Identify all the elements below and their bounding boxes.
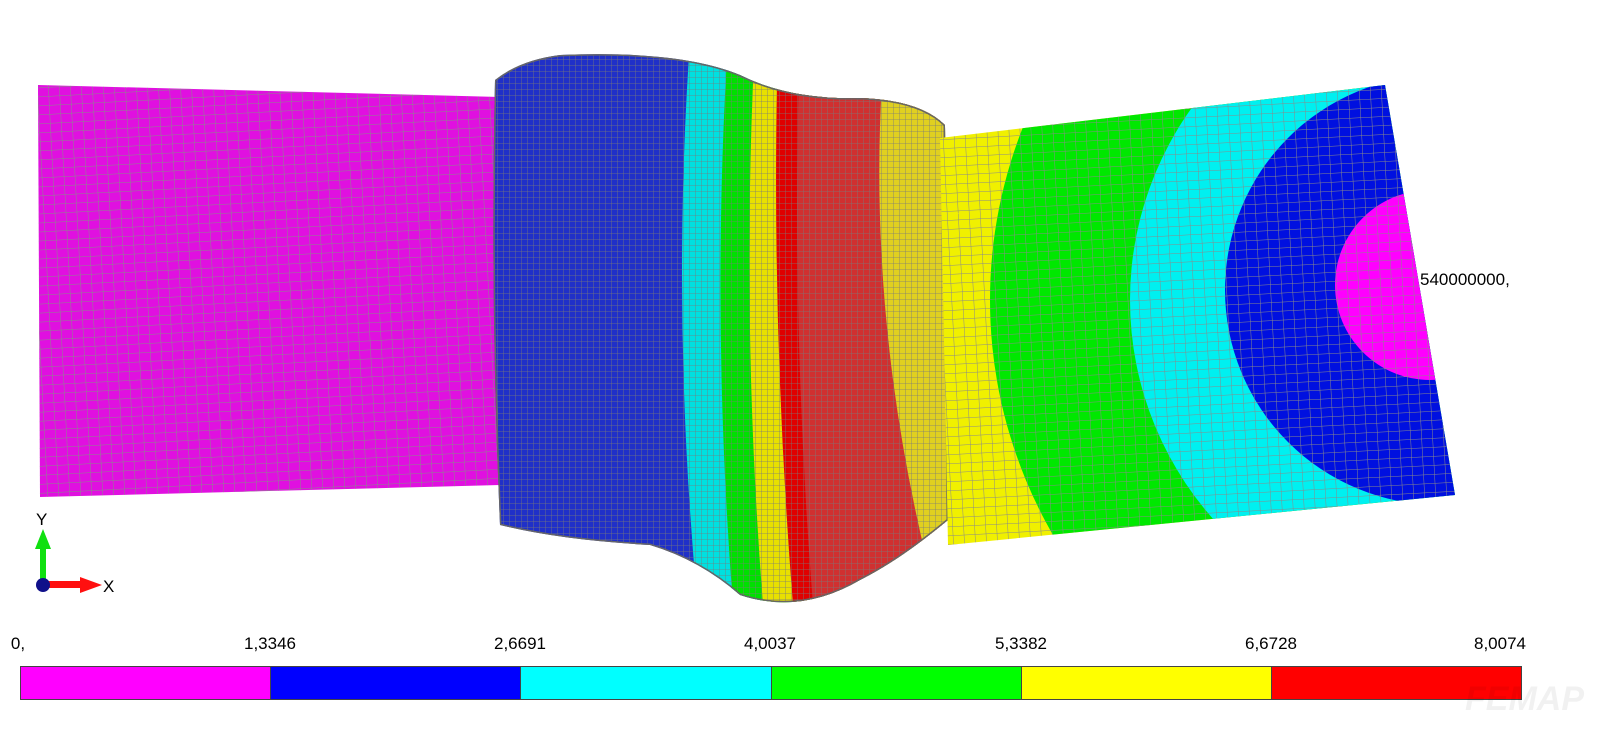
legend-color-bar xyxy=(20,666,1522,700)
legend-label-6: 8,0074 xyxy=(1474,634,1526,653)
y-axis-arrow xyxy=(35,529,51,585)
left-pipe xyxy=(38,85,500,497)
legend-segment xyxy=(271,667,522,699)
coordinate-triad xyxy=(35,529,102,593)
x-axis-label: X xyxy=(103,577,115,596)
model-viewport[interactable]: 540000000, Y X xyxy=(0,0,1620,620)
legend-segment xyxy=(771,667,1022,699)
legend-segment xyxy=(1271,667,1522,699)
legend-label-5: 6,6728 xyxy=(1245,634,1297,653)
fe-model xyxy=(38,54,1455,603)
watermark-logo: FEMAP xyxy=(1465,680,1584,718)
x-axis-arrow xyxy=(44,577,102,593)
origin-icon xyxy=(36,578,50,592)
legend-label-3: 4,0037 xyxy=(744,634,796,653)
right-pipe xyxy=(940,85,1455,545)
legend-segment xyxy=(521,667,772,699)
legend-label-2: 2,6691 xyxy=(494,634,546,653)
legend-label-1: 1,3346 xyxy=(244,634,296,653)
legend-label-4: 5,3382 xyxy=(995,634,1047,653)
y-axis-label: Y xyxy=(36,510,48,529)
legend-segment xyxy=(21,667,272,699)
legend-label-0: 0, xyxy=(10,634,26,653)
node-value-label: 540000000, xyxy=(1420,270,1510,289)
bulge-section xyxy=(493,54,948,603)
legend-segment xyxy=(1021,667,1272,699)
